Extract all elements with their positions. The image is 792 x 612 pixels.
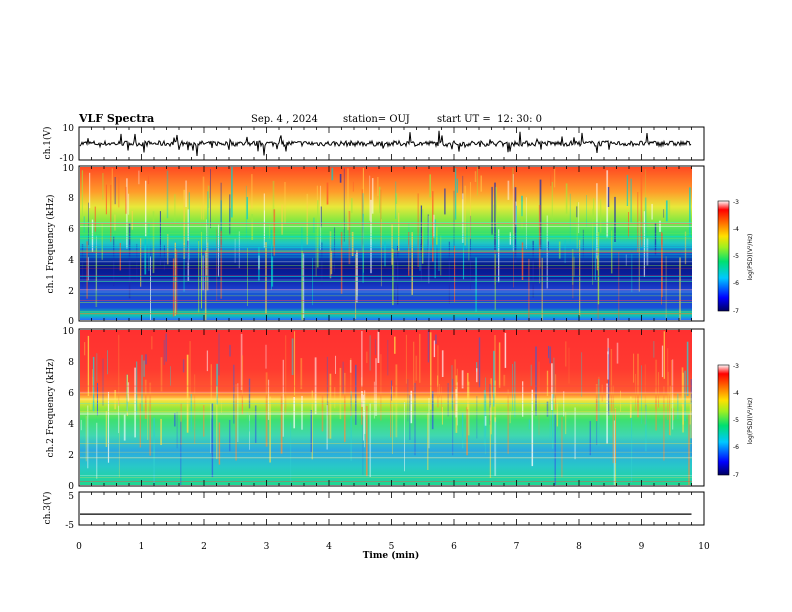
ch1-waveform-ylabel: ch.1(V) (42, 127, 53, 160)
ch3-waveform-panel: 5 -5 ch.3(V) (42, 491, 705, 531)
time-tick-label: 6 (451, 542, 457, 552)
time-tick-label: 4 (326, 542, 332, 552)
ch1-ytick-bottom: -10 (60, 154, 75, 164)
ch2-colorbar-gradient (717, 364, 730, 476)
ch3-ytick-top: 5 (68, 492, 74, 502)
ch2-spectrogram-streaks (80, 330, 692, 485)
ch1-spectrogram-image (80, 167, 692, 320)
time-tick-label: 3 (264, 542, 270, 552)
time-tick-label: 5 (389, 542, 395, 552)
ch1-freq-tick: 4 (68, 256, 74, 266)
ch1-cbar-tick: -4 (733, 226, 739, 233)
ch2-freq-tick: 10 (63, 327, 75, 337)
time-tick-label: 9 (639, 542, 645, 552)
time-tick-label: 0 (76, 542, 82, 552)
ch1-spectrogram-ticks (78, 166, 705, 321)
time-tick-label: 7 (514, 542, 520, 552)
ch1-colorbar-gradient (717, 200, 730, 312)
ch1-waveform-panel: 10 -10 ch.1(V) (42, 124, 705, 164)
time-tick-label: 2 (201, 542, 207, 552)
chart-title: VLF Spectra (79, 112, 155, 125)
ch1-freq-tick: 0 (68, 317, 74, 327)
ch1-cbar-tick: -6 (733, 280, 739, 287)
ch2-spectrogram-ticks (78, 329, 705, 486)
time-tick-label: 1 (139, 542, 145, 552)
ch1-colorbar-label: log(PSD)(V²/Hz) (747, 234, 754, 281)
ch1-spectrogram-ylabel: ch.1 Frequency (kHz) (45, 195, 56, 294)
time-axis: 0 1 2 3 4 5 6 7 8 9 10 Time (min) (76, 542, 710, 561)
ch2-cbar-tick: -4 (733, 390, 739, 397)
ch2-colorbar-label: log(PSD)(V²/Hz) (747, 398, 754, 445)
time-axis-label: Time (min) (363, 550, 420, 561)
ch2-cbar-tick: -6 (733, 444, 739, 451)
ch2-freq-tick: 0 (68, 482, 74, 492)
ch3-ytick-bottom: -5 (65, 521, 74, 531)
ch1-ytick-top: 10 (63, 124, 75, 134)
ch1-cbar-tick: -3 (733, 199, 739, 206)
ch1-colorbar: -3 -4 -5 -6 -7 log(PSD)(V²/Hz) (717, 199, 754, 315)
ch1-freq-tick: 10 (63, 164, 75, 174)
ch1-freq-tick: 8 (68, 194, 74, 204)
ch2-spectrogram-panel: 0 2 4 6 8 10 ch.2 Frequency (kHz) (45, 327, 705, 492)
ch1-waveform-ticks (78, 127, 705, 160)
ch1-freq-tick: 6 (68, 225, 74, 235)
ch2-spectrogram-ylabel: ch.2 Frequency (kHz) (45, 359, 56, 458)
ch2-freq-tick: 8 (68, 358, 74, 368)
ch2-freq-tick: 4 (68, 420, 74, 430)
start-time-label: start UT = 12: 30: 0 (437, 114, 543, 125)
ch2-cbar-tick: -3 (733, 363, 739, 370)
ch2-freq-tick: 6 (68, 389, 74, 399)
station-label: station= OUJ (343, 114, 410, 125)
ch1-spectrogram-streaks (80, 167, 692, 320)
time-tick-label: 10 (698, 542, 710, 552)
ch3-waveform-ticks (78, 492, 705, 525)
ch1-cbar-tick: -7 (733, 308, 739, 315)
ch2-spectrogram-image (80, 330, 692, 485)
time-tick-label: 8 (576, 542, 582, 552)
ch2-freq-tick: 2 (68, 451, 74, 461)
ch1-freq-tick: 2 (68, 287, 74, 297)
ch1-cbar-tick: -5 (733, 253, 739, 260)
ch2-cbar-tick: -5 (733, 417, 739, 424)
ch1-spectrogram-panel: 0 2 4 6 8 10 ch.1 Frequency (kHz) (45, 164, 705, 327)
ch3-waveform-ylabel: ch.3(V) (42, 492, 53, 525)
ch2-cbar-tick: -7 (733, 472, 739, 479)
ch1-waveform-trace (79, 130, 692, 156)
ch2-colorbar: -3 -4 -5 -6 -7 log(PSD)(V²/Hz) (717, 363, 754, 479)
date-label: Sep. 4 , 2024 (251, 114, 318, 125)
